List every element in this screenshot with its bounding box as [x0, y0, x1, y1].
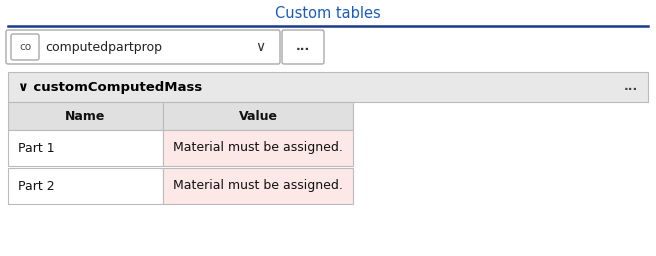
Text: Material must be assigned.: Material must be assigned.	[173, 142, 343, 155]
FancyBboxPatch shape	[6, 30, 280, 64]
Text: ...: ...	[624, 80, 638, 93]
Text: Part 2: Part 2	[18, 179, 54, 193]
Bar	[8, 102, 163, 130]
Text: Material must be assigned.: Material must be assigned.	[173, 179, 343, 193]
Text: ∨ customComputedMass: ∨ customComputedMass	[18, 80, 202, 93]
Text: computedpartprop: computedpartprop	[45, 40, 162, 54]
Text: co: co	[19, 42, 31, 52]
FancyBboxPatch shape	[11, 34, 39, 60]
Bar	[163, 102, 353, 130]
Bar	[163, 168, 353, 204]
Text: ...: ...	[296, 40, 310, 54]
Bar	[8, 72, 648, 102]
Bar	[8, 130, 163, 166]
Text: Custom tables: Custom tables	[275, 6, 381, 22]
Text: Value: Value	[239, 110, 277, 123]
Text: Part 1: Part 1	[18, 142, 54, 155]
Text: ∨: ∨	[255, 40, 265, 54]
FancyBboxPatch shape	[282, 30, 324, 64]
Bar	[8, 168, 163, 204]
Text: Name: Name	[66, 110, 106, 123]
Bar	[163, 130, 353, 166]
